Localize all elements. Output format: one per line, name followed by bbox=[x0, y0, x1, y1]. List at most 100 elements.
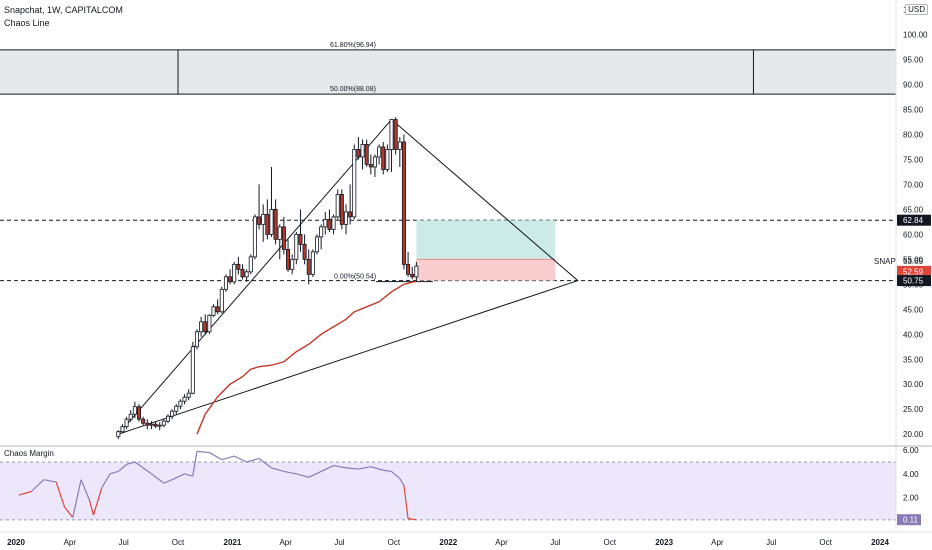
osc-segment bbox=[18, 490, 32, 496]
candle-body bbox=[414, 265, 419, 278]
candle bbox=[286, 239, 291, 272]
candle bbox=[199, 316, 204, 337]
osc-current-label: 0.11 bbox=[903, 516, 919, 525]
indicator-name[interactable]: Chaos Line bbox=[4, 18, 50, 28]
candle bbox=[141, 416, 146, 426]
candle-body bbox=[343, 211, 348, 225]
osc-segment bbox=[246, 457, 260, 463]
osc-segment bbox=[221, 455, 235, 461]
candle-body bbox=[315, 236, 320, 253]
candle-body bbox=[397, 141, 402, 150]
osc-segment bbox=[80, 479, 90, 500]
candle bbox=[343, 204, 348, 235]
candle-body bbox=[306, 258, 311, 275]
stop-zone bbox=[416, 259, 556, 281]
candle-body bbox=[401, 141, 406, 265]
osc-segment bbox=[271, 467, 285, 473]
candle-body bbox=[339, 194, 344, 225]
candle-body bbox=[137, 406, 142, 420]
candle-body bbox=[223, 276, 228, 290]
candle bbox=[339, 189, 344, 230]
osc-segment bbox=[196, 450, 210, 454]
last-price-label: 53.65 bbox=[903, 257, 924, 266]
candle bbox=[401, 134, 406, 270]
y-tick-label: 55.00 bbox=[903, 255, 924, 264]
y-tick-label: 20.00 bbox=[903, 430, 924, 439]
candle bbox=[248, 254, 253, 275]
osc-y-tick-label: 6.00 bbox=[903, 446, 919, 455]
candle bbox=[364, 139, 369, 167]
candle bbox=[165, 414, 170, 424]
y-tick-label: 45.00 bbox=[903, 305, 924, 314]
candle bbox=[372, 154, 377, 177]
candle-body bbox=[257, 216, 262, 225]
candle bbox=[236, 256, 241, 275]
y-tick-label: 35.00 bbox=[903, 355, 924, 364]
candle bbox=[273, 199, 278, 245]
price-pane: 61.80%(96.94) 50.00%(88.08) 0.00%(50.54) bbox=[0, 42, 896, 440]
osc-segment bbox=[88, 499, 95, 516]
candle bbox=[315, 234, 320, 255]
y-tick-label: 25.00 bbox=[903, 405, 924, 414]
candle-body bbox=[207, 314, 212, 333]
osc-y-tick-label: 2.00 bbox=[903, 493, 919, 502]
candle bbox=[302, 234, 307, 265]
candle-body bbox=[124, 418, 129, 428]
candle bbox=[132, 401, 137, 419]
osc-segment bbox=[358, 466, 371, 470]
candle-body bbox=[327, 218, 332, 230]
x-tick-label: 2021 bbox=[224, 538, 242, 547]
candle-body bbox=[281, 226, 286, 250]
candle-body bbox=[265, 213, 270, 235]
x-tick-label: Apr bbox=[495, 538, 508, 547]
candle bbox=[215, 299, 220, 315]
candle-body bbox=[393, 119, 398, 150]
x-tick-label: 2024 bbox=[871, 538, 889, 547]
candle-body bbox=[170, 410, 175, 417]
candle-body bbox=[211, 306, 216, 316]
osc-segment bbox=[30, 479, 45, 492]
candle bbox=[352, 144, 357, 220]
osc-segment bbox=[192, 451, 198, 477]
candle bbox=[414, 261, 419, 282]
candle-body bbox=[364, 144, 369, 165]
candle bbox=[232, 261, 237, 285]
osc-segment bbox=[134, 461, 144, 469]
candle bbox=[182, 394, 187, 405]
candle bbox=[385, 144, 390, 172]
candle bbox=[178, 399, 183, 410]
candle-body bbox=[352, 149, 357, 218]
candle bbox=[161, 419, 166, 428]
candle bbox=[310, 249, 315, 277]
candle-body bbox=[182, 396, 187, 402]
y-tick-label: 70.00 bbox=[903, 180, 924, 189]
candle-body bbox=[215, 306, 220, 313]
candle bbox=[377, 144, 382, 165]
candle-body bbox=[290, 258, 295, 270]
candle-body bbox=[178, 400, 183, 407]
x-tick-label: Jul bbox=[766, 538, 776, 547]
candle-body bbox=[186, 392, 191, 398]
y-tick-label: 75.00 bbox=[903, 155, 924, 164]
x-tick-label: Jul bbox=[334, 538, 344, 547]
y-tick-label: 100.00 bbox=[903, 31, 928, 40]
candle-body bbox=[356, 149, 361, 158]
candle bbox=[397, 136, 402, 167]
x-tick-label: Oct bbox=[172, 538, 185, 547]
osc-segment bbox=[391, 470, 401, 479]
osc-segment bbox=[126, 461, 136, 465]
chart-title: Snapchat, 1W, CAPITALCOM bbox=[4, 5, 123, 15]
candle-body bbox=[203, 321, 208, 333]
candle-body bbox=[248, 256, 253, 273]
price-label-box bbox=[897, 265, 931, 277]
currency-button[interactable]: USD bbox=[905, 4, 928, 15]
candle-body bbox=[232, 263, 237, 283]
x-tick-label: Oct bbox=[604, 538, 617, 547]
candle bbox=[356, 136, 361, 160]
osc-segment bbox=[163, 479, 173, 484]
candle-body bbox=[372, 156, 377, 168]
candle-body bbox=[286, 248, 291, 270]
x-tick-label: Apr bbox=[279, 538, 292, 547]
candle bbox=[261, 204, 266, 242]
